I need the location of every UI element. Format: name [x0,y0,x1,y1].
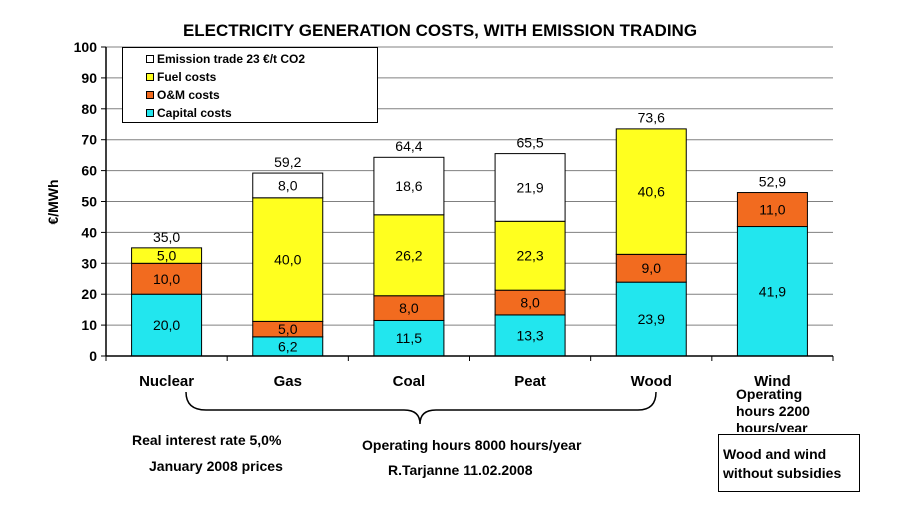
y-tick-label-50: 50 [81,194,97,210]
legend-item-emission-trade: Emission trade 23 €/t CO2 [146,52,306,66]
data-label-coal-fuel-costs: 26,2 [395,247,422,263]
bar-wind-o-m-costs [736,192,808,228]
data-label-peat-emission-trade-23-t-co2: 21,9 [516,179,543,195]
bar-wood-fuel-costs [615,128,687,255]
operating-hours-note: Operating hours 8000 hours/year [362,437,582,453]
legend-swatch-emission-trade [146,55,154,63]
bar-coal-o-m-costs [373,295,445,321]
bar-peat-capital-costs [494,314,566,357]
bar-peat-fuel-costs [494,220,566,291]
data-label-wood-capital-costs: 23,9 [638,311,665,327]
y-tick-label-80: 80 [81,101,97,117]
total-label-peat: 65,5 [516,135,543,151]
y-axis-ticks: 0 10 20 30 40 50 60 70 80 90 100 [74,39,106,364]
data-label-nuclear-fuel-costs: 5,0 [157,248,177,264]
category-label-peat: Peat [514,373,546,390]
y-tick-label-100: 100 [74,39,98,55]
legend-label-emission-trade: Emission trade 23 €/t CO2 [157,52,306,66]
data-label-gas-o-m-costs: 5,0 [278,321,298,337]
category-labels: Nuclear Gas Coal Peat Wood Wind [139,373,791,390]
category-label-wind: Wind [754,373,791,390]
bar-nuclear-fuel-costs [131,247,203,264]
bar-gas-fuel-costs [252,197,324,322]
data-label-wood-o-m-costs: 9,0 [642,260,662,276]
chart-title: ELECTRICITY GENERATION COSTS, WITH EMISS… [183,21,697,40]
legend-label-om: O&M costs [157,88,220,102]
subsidy-note-box: Wood and wind without subsidies [718,434,860,492]
y-tick-label-40: 40 [81,224,97,240]
data-label-peat-capital-costs: 13,3 [516,327,543,343]
y-tick-label-20: 20 [81,286,97,302]
data-label-peat-o-m-costs: 8,0 [520,295,540,311]
bar-coal-capital-costs [373,319,445,357]
category-label-gas: Gas [274,373,302,390]
legend-label-fuel: Fuel costs [157,70,217,84]
author-note: R.Tarjanne 11.02.2008 [388,462,533,478]
bar-nuclear-capital-costs [131,293,203,357]
prices-note: January 2008 prices [149,458,283,474]
legend-item-om: O&M costs [146,88,220,102]
bar-coal-emission-trade-23-t-co2 [373,156,445,216]
interest-rate-note: Real interest rate 5,0% [132,432,282,448]
bar-wood-o-m-costs [615,253,687,283]
bar-peat-emission-trade-23-t-co2 [494,153,566,222]
bar-peat-o-m-costs [494,289,566,316]
total-label-wind: 52,9 [759,174,786,190]
total-label-gas: 59,2 [274,154,301,170]
category-label-wood: Wood [631,373,672,390]
data-label-nuclear-capital-costs: 20,0 [153,317,180,333]
total-label-wood: 73,6 [638,110,665,126]
y-tick-label-70: 70 [81,132,97,148]
legend-swatch-om [146,91,154,99]
data-label-coal-capital-costs: 11,5 [396,330,422,346]
y-axis-label: €/MWh [45,179,61,224]
category-label-coal: Coal [393,373,426,390]
data-label-coal-emission-trade-23-t-co2: 18,6 [395,178,422,194]
data-label-gas-fuel-costs: 40,0 [274,252,301,268]
total-label-coal: 64,4 [395,138,422,154]
y-tick-label-0: 0 [89,348,97,364]
bar-nuclear-o-m-costs [131,262,203,295]
bar-coal-fuel-costs [373,214,445,297]
total-label-nuclear: 35,0 [153,229,180,245]
data-label-coal-o-m-costs: 8,0 [399,300,419,316]
data-label-wind-capital-costs: 41,9 [759,283,786,299]
wind-operating-hours-note: Operating hours 2200 hours/year [736,386,810,432]
bars: 20,010,05,035,06,25,040,08,059,211,58,02… [131,110,808,357]
legend-swatch-capital [146,109,154,117]
category-label-nuclear: Nuclear [139,373,194,390]
legend-item-capital: Capital costs [146,106,232,120]
y-tick-label-10: 10 [81,317,97,333]
data-label-nuclear-o-m-costs: 10,0 [153,271,180,287]
data-label-wind-o-m-costs: 11,0 [759,202,785,218]
legend-swatch-fuel [146,73,154,81]
legend-label-capital: Capital costs [157,106,232,120]
data-label-gas-capital-costs: 6,2 [278,338,298,354]
data-label-peat-fuel-costs: 22,3 [516,248,543,264]
data-label-gas-emission-trade-23-t-co2: 8,0 [278,177,298,193]
y-tick-label-60: 60 [81,163,97,179]
legend-item-fuel: Fuel costs [146,70,217,84]
legend: Emission trade 23 €/t CO2 Fuel costs O&M… [122,47,378,123]
y-tick-label-90: 90 [81,70,97,86]
data-label-wood-fuel-costs: 40,6 [638,184,665,200]
y-tick-label-30: 30 [81,255,97,271]
axes [105,47,834,361]
bar-gas-emission-trade-23-t-co2 [252,172,324,199]
operating-hours-brace [185,391,657,425]
